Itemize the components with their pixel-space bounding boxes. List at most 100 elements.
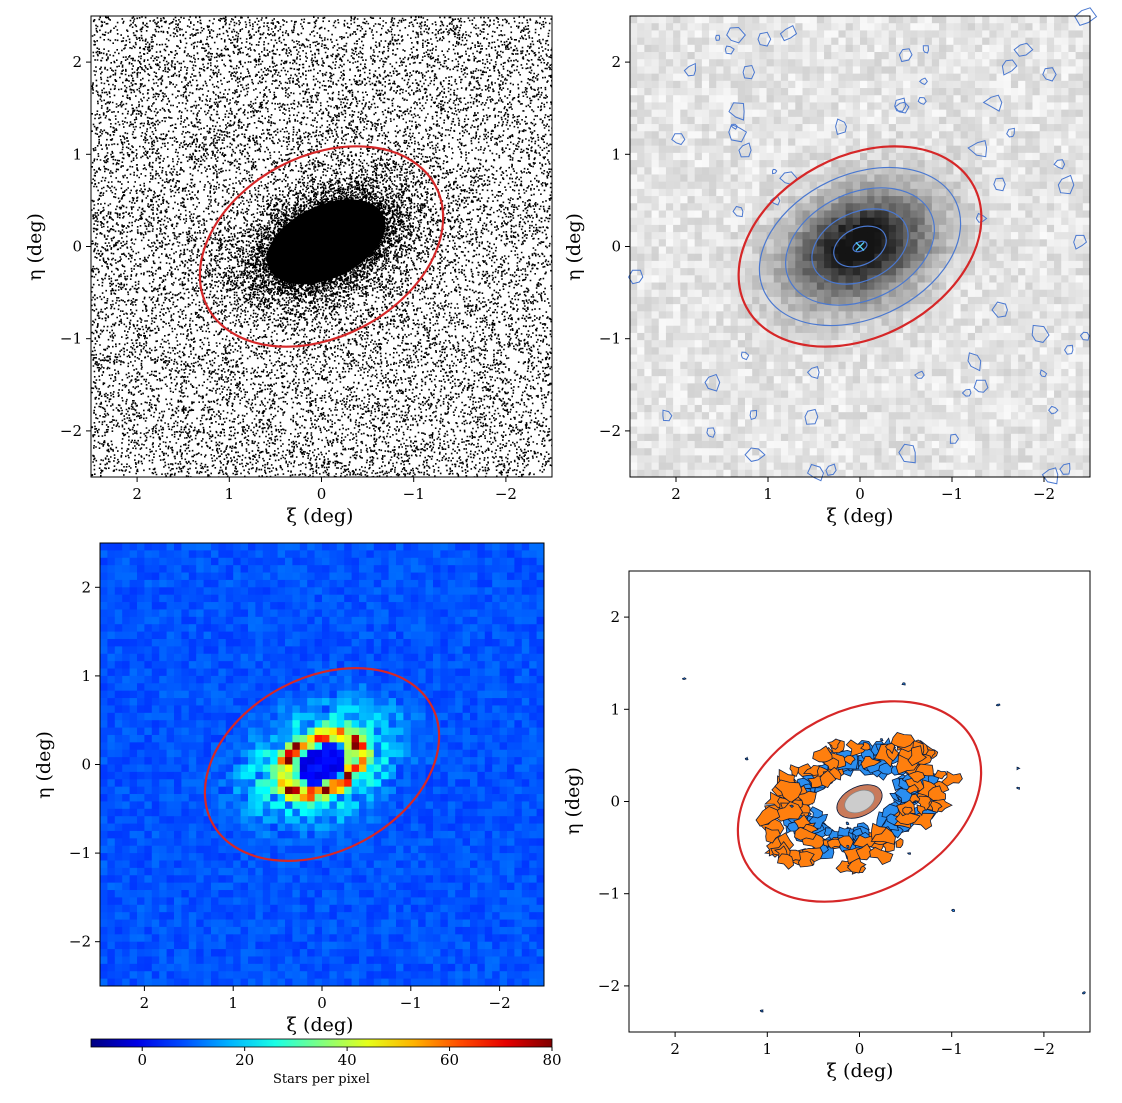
y-tick-label: −1 [599,330,621,348]
blue-region [950,908,956,913]
y-tick-label: 1 [81,667,91,685]
y-tick-label: 1 [610,700,620,718]
contour-line [973,379,989,393]
contour-line [1079,331,1090,341]
residual-grid [100,543,545,987]
orange-region [843,755,856,766]
y-tick-label: −1 [69,844,91,862]
contour-line [726,26,746,44]
orange-region [819,769,837,789]
y-tick-label: −2 [599,422,621,440]
orange-region [907,770,926,783]
contour-line [917,96,927,105]
blue-region [744,756,749,761]
colorbar [90,1038,553,1048]
x-tick-label: 1 [228,994,238,1012]
blue-region [901,682,906,686]
blue-region [906,852,911,855]
red-ellipse [198,145,445,348]
contour-line [918,77,928,86]
contour-line [785,187,935,306]
y-tick-label: 2 [611,53,621,71]
red-ellipse [736,700,983,903]
x-tick-label: 0 [317,994,327,1012]
x-tick-label: 0 [855,485,865,503]
contour-line [1001,59,1018,76]
orange-region [884,742,896,755]
colorbar-tick-label: 0 [137,1051,147,1069]
blue-region [789,804,795,809]
panel-top-left: 2 1 0 −1 −2 2 1 0 −1 −2 ξ (deg) η (deg) [24,15,553,527]
contour-line [732,205,744,218]
panel-bottom-left: 2 1 0 −1 −2 2 1 0 −1 −2 ξ (deg) η (deg) 0 20 40 60 80 Sta… [33,542,562,1087]
y-tick-label: −1 [60,330,82,348]
y-axis-label: η (deg) [33,731,55,799]
contour-line [728,102,745,121]
orange-region [916,804,926,817]
panel-bottom-right: 2 1 0 −1 −2 2 1 0 −1 −2 ξ (deg) η (deg) [562,570,1091,1082]
blue-region [1015,786,1020,790]
colorbar-tick-label: 80 [542,1051,561,1069]
contour-line [1074,7,1098,27]
x-tick-label: −1 [400,994,422,1012]
y-axis-label: η (deg) [24,213,46,281]
blue-region [995,703,1001,707]
orange-region [855,843,878,861]
orange-region [794,790,817,806]
contour-line [922,45,930,54]
orange-region [764,826,781,844]
y-tick-label: 1 [611,145,621,163]
contour-line [715,34,721,41]
orange-region [826,738,842,750]
orange-region [774,779,803,804]
orange-region [902,806,913,815]
core-region [844,789,875,814]
orange-region [869,846,894,865]
contour-line [835,118,847,136]
contour-line [1059,462,1071,475]
orange-region [847,856,867,874]
contour-line [671,133,686,146]
x-tick-label: 1 [763,1040,773,1058]
contour-line [1006,127,1015,138]
orange-region [907,745,927,767]
contour-line [757,31,772,47]
x-tick-label: 0 [855,1040,865,1058]
contour-line [825,463,837,476]
blue-region [759,1009,764,1013]
orange-region [890,732,915,749]
contour-line [982,94,1003,112]
orange-region [777,853,795,870]
orange-region [789,764,800,778]
contour-line [749,409,757,421]
contour-line [993,177,1006,192]
contour-line [728,123,748,143]
contour-line [704,373,721,392]
y-axis-label: η (deg) [563,213,585,281]
x-tick-label: 2 [140,994,150,1012]
orange-region [860,755,882,770]
y-axis-label: η (deg) [562,767,584,835]
y-tick-label: 0 [610,793,620,811]
contour-line [1057,174,1075,195]
center-marker: × [853,237,866,256]
contour-line [949,433,960,444]
y-tick-label: −2 [69,933,91,951]
contour-line [1073,234,1087,250]
blue-region [879,737,884,742]
contour-line [852,240,868,253]
contour-line [833,225,887,268]
x-axis-label: ξ (deg) [827,505,894,527]
contour-line [662,409,673,422]
x-tick-label: −1 [941,485,963,503]
x-tick-label: 2 [670,1040,680,1058]
contour-line [914,370,925,379]
blue-region [845,821,850,826]
contour-line [771,168,778,175]
x-tick-label: −2 [495,485,517,503]
orange-region [797,851,815,868]
x-axis-label: ξ (deg) [287,505,354,527]
y-tick-label: 0 [611,238,621,256]
red-ellipse [737,145,983,348]
x-axis-label: ξ (deg) [827,1060,894,1082]
